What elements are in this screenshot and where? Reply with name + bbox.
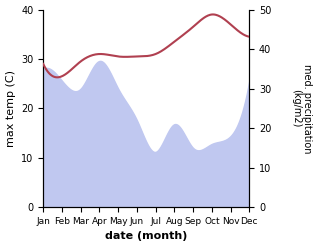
Y-axis label: max temp (C): max temp (C) — [5, 70, 16, 147]
X-axis label: date (month): date (month) — [105, 231, 187, 242]
Y-axis label: med. precipitation
(kg/m2): med. precipitation (kg/m2) — [291, 64, 313, 153]
